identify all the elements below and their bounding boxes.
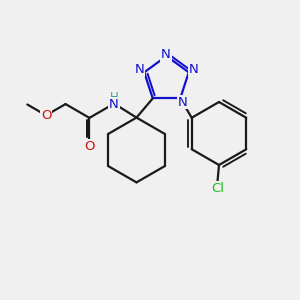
Text: O: O [84, 140, 95, 153]
Text: N: N [189, 63, 198, 76]
Text: H: H [110, 91, 118, 103]
Text: N: N [135, 63, 144, 76]
Text: N: N [161, 48, 171, 61]
Text: N: N [109, 98, 119, 111]
Text: N: N [178, 95, 188, 109]
Text: Cl: Cl [211, 182, 224, 195]
Text: O: O [41, 109, 51, 122]
